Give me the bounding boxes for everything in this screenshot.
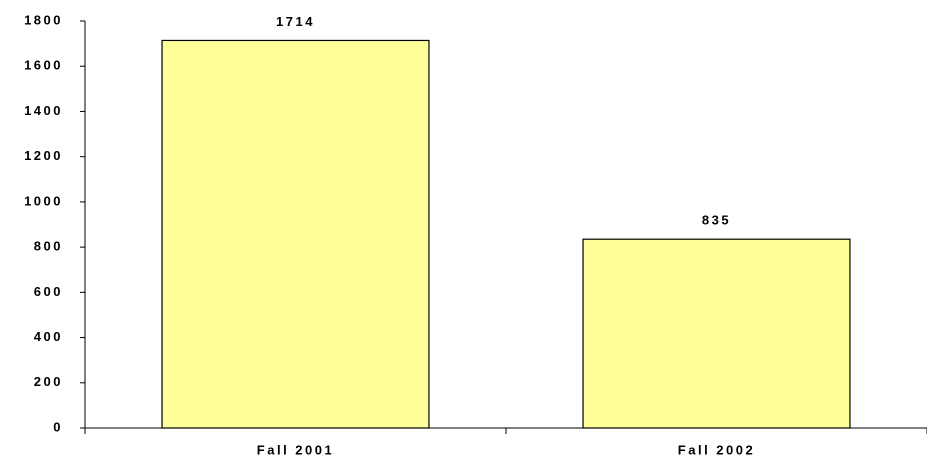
y-tick-label: 0 (53, 419, 63, 434)
y-tick-label: 1400 (24, 103, 63, 118)
y-tick-label: 600 (34, 284, 63, 299)
y-tick-label: 1200 (24, 148, 63, 163)
bar (582, 238, 851, 429)
bar (161, 39, 430, 429)
data-label: 1714 (276, 14, 315, 29)
y-tick-label: 1800 (24, 12, 63, 27)
x-tick-label: Fall 2001 (257, 442, 334, 457)
y-tick-label: 400 (34, 329, 63, 344)
y-tick-label: 800 (34, 239, 63, 254)
x-tick-label: Fall 2002 (678, 442, 755, 457)
data-label: 835 (702, 213, 731, 228)
y-tick-label: 1600 (24, 58, 63, 73)
y-tick-label: 1000 (24, 193, 63, 208)
y-tick-label: 200 (34, 374, 63, 389)
